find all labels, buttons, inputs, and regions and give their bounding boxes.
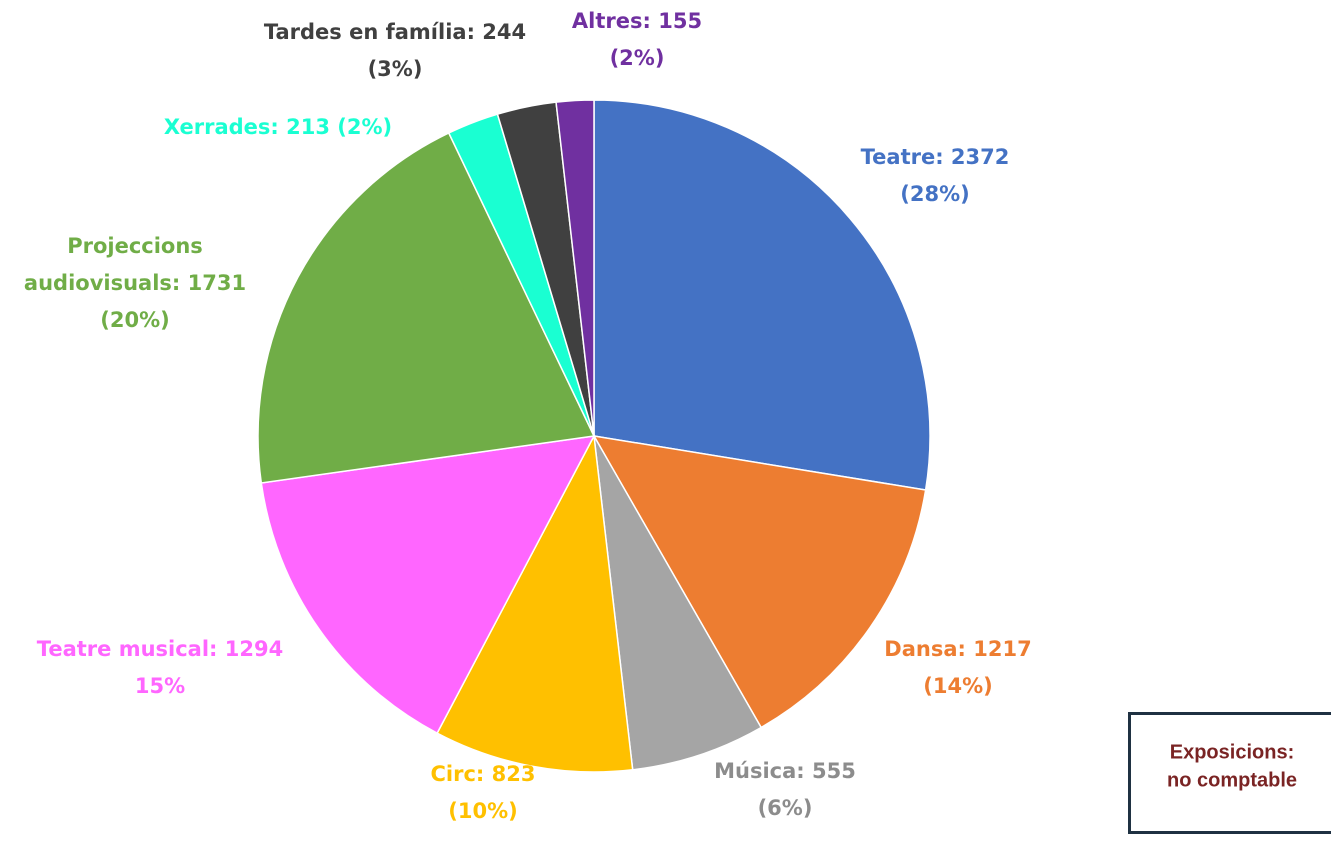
annotation-box bbox=[1128, 712, 1331, 834]
pie-slice bbox=[260, 435, 596, 735]
data-label: Teatre musical: 1294 bbox=[37, 637, 283, 661]
data-label: 15% bbox=[135, 674, 185, 698]
data-label: Tardes en família: 244 bbox=[264, 20, 526, 44]
data-label: (3%) bbox=[368, 57, 423, 81]
data-label: (14%) bbox=[923, 674, 992, 698]
data-label: Projeccions bbox=[67, 234, 203, 258]
pie-slice bbox=[555, 99, 595, 437]
pie-slice bbox=[257, 132, 596, 484]
data-label: Música: 555 bbox=[714, 759, 856, 783]
pie-slice bbox=[593, 435, 763, 771]
annotation: no comptable bbox=[1167, 769, 1297, 791]
data-label: Dansa: 1217 bbox=[884, 637, 1031, 661]
pie-slice bbox=[592, 435, 927, 729]
data-label: (6%) bbox=[758, 796, 813, 820]
data-label: (20%) bbox=[100, 308, 169, 332]
data-label: (10%) bbox=[448, 799, 517, 823]
data-label: Xerrades: 213 (2%) bbox=[164, 115, 392, 139]
data-label: Altres: 155 bbox=[572, 9, 702, 33]
pie-slice bbox=[436, 433, 634, 773]
data-label: (28%) bbox=[900, 182, 969, 206]
data-label: Circ: 823 bbox=[431, 762, 536, 786]
pie-slice bbox=[593, 99, 931, 491]
data-label: (2%) bbox=[610, 46, 665, 70]
data-label: Teatre: 2372 bbox=[861, 145, 1010, 169]
annotation: Exposicions: bbox=[1170, 741, 1294, 763]
data-label: audiovisuals: 1731 bbox=[24, 271, 246, 295]
